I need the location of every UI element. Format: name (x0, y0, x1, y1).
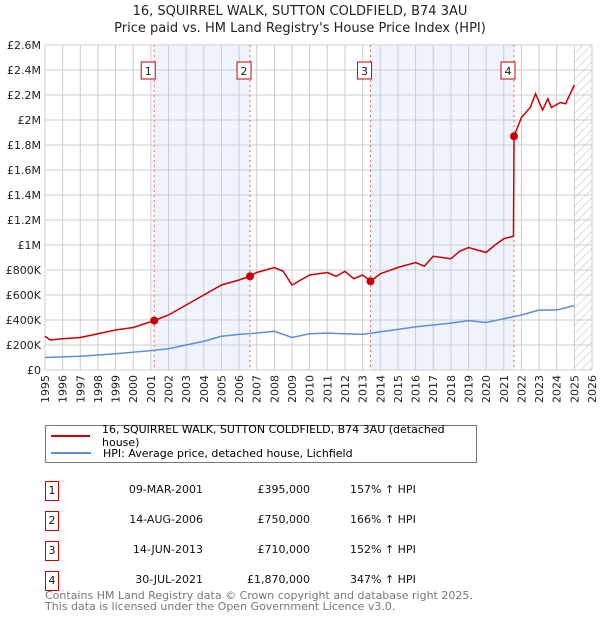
y-tick-label: £2M (18, 114, 42, 127)
y-tick-label: £1M (18, 239, 42, 252)
x-tick-label: 2010 (304, 375, 317, 403)
x-tick-label: 1998 (92, 375, 105, 403)
sale-marker-number: 4 (45, 571, 59, 591)
sale-hpi-change: 152% ↑ HPI (350, 543, 416, 556)
x-tick-label: 2002 (163, 375, 176, 403)
x-tick-label: 2009 (286, 375, 299, 403)
sale-label: 2 (241, 65, 248, 78)
sale-label-box (500, 61, 516, 80)
x-tick-label: 2019 (462, 375, 475, 403)
legend-swatch-red (51, 435, 90, 437)
series-line (44, 84, 576, 341)
x-tick-label: 1997 (74, 375, 87, 403)
footer-line: Contains HM Land Registry data © Crown c… (45, 589, 473, 602)
x-tick-label: 2016 (410, 375, 423, 403)
x-tick-label: 2015 (392, 375, 405, 403)
chart-title: 16, SQUIRREL WALK, SUTTON COLDFIELD, B74… (132, 4, 468, 19)
sale-label-box (140, 61, 156, 80)
sale-price: £1,870,000 (247, 573, 310, 586)
y-tick-label: £1.2M (7, 214, 41, 227)
sale-marker-number: 1 (45, 481, 59, 501)
legend: 16, SQUIRREL WALK, SUTTON COLDFIELD, B74… (45, 423, 477, 463)
footer: Contains HM Land Registry data © Crown c… (45, 590, 473, 612)
x-tick-label: 1999 (110, 375, 123, 403)
y-tick-label: £2.4M (7, 64, 41, 77)
sale-marker-number: 2 (45, 511, 59, 531)
x-tick-label: 2014 (374, 375, 387, 403)
sale-hpi-change: 157% ↑ HPI (350, 483, 416, 496)
sale-label: 4 (505, 65, 512, 78)
x-tick-label: 2020 (480, 375, 493, 403)
sale-label: 3 (361, 65, 368, 78)
x-tick-label: 2018 (445, 375, 458, 403)
price-chart: £0 £200K £400K £600K £800K £1M £1.2M £1.4M £1.6M… (6, 39, 599, 403)
x-tick-label: 2023 (533, 375, 546, 403)
x-tick-label: 2008 (268, 375, 281, 403)
x-tick-label: 2006 (233, 375, 246, 403)
shaded-period (370, 45, 515, 370)
sale-label: 1 (145, 65, 152, 78)
y-tick-label: £0 (27, 364, 41, 377)
x-tick-label: 2022 (515, 375, 528, 403)
sale-label-box (357, 61, 373, 80)
y-tick-label: £1.6M (7, 164, 41, 177)
x-tick-label: 2026 (586, 375, 599, 403)
sale-hpi-change: 166% ↑ HPI (350, 513, 416, 526)
x-tick-label: 2024 (551, 375, 564, 403)
sale-price: £750,000 (257, 513, 311, 526)
y-tick-label: £2.2M (7, 89, 41, 102)
sale-date: 09-MAR-2001 (128, 483, 203, 496)
sale-point (366, 277, 375, 286)
x-tick-label: 2001 (145, 375, 158, 403)
sale-hpi-change: 347% ↑ HPI (350, 573, 416, 586)
legend-label: HPI: Average price, detached house, Lich… (103, 446, 353, 460)
legend-label: 16, SQUIRREL WALK, SUTTON COLDFIELD, B74… (102, 423, 445, 449)
legend-item-hpi: HPI: Average price, detached house, Lich… (46, 445, 353, 461)
x-tick-label: 2003 (180, 375, 193, 403)
sale-date: 14-AUG-2006 (129, 513, 203, 526)
x-tick-label: 2000 (127, 375, 140, 403)
footer-line: This data is licensed under the Open Gov… (45, 600, 396, 613)
sale-marker-number: 3 (45, 541, 59, 561)
sale-date: 30-JUL-2021 (135, 573, 203, 586)
y-tick-label: £800K (6, 264, 42, 277)
shaded-period (154, 45, 251, 370)
x-tick-label: 1996 (57, 375, 70, 403)
y-tick-label: £1.4M (7, 189, 41, 202)
sale-price: £710,000 (257, 543, 311, 556)
y-tick-label: £400K (6, 314, 42, 327)
x-tick-label: 2011 (321, 375, 334, 403)
x-tick-label: 2005 (215, 375, 228, 403)
x-tick-label: 1995 (39, 375, 52, 403)
y-tick-label: £600K (6, 289, 42, 302)
x-tick-label: 2013 (357, 375, 370, 403)
chart-subtitle: Price paid vs. HM Land Registry's House … (114, 21, 486, 36)
legend-swatch-blue (51, 452, 91, 454)
sale-point (510, 132, 519, 141)
y-tick-label: £1.8M (7, 139, 41, 152)
y-tick-label: £200K (6, 339, 42, 352)
y-tick-label: £2.6M (7, 39, 41, 52)
sale-point (246, 272, 255, 281)
sale-point (150, 316, 159, 325)
plot-frame (44, 44, 593, 371)
series-line (44, 304, 575, 359)
x-tick-label: 2021 (498, 375, 511, 403)
sale-price: £395,000 (257, 483, 311, 496)
x-tick-label: 2007 (251, 375, 264, 403)
sale-label-box (236, 61, 252, 80)
x-tick-label: 2025 (568, 375, 581, 403)
x-tick-label: 2004 (198, 375, 211, 403)
sale-date: 14-JUN-2013 (132, 543, 203, 556)
x-tick-label: 2017 (427, 375, 440, 403)
legend-item-property: 16, SQUIRREL WALK, SUTTON COLDFIELD, B74… (46, 423, 476, 449)
x-tick-label: 2012 (339, 375, 352, 403)
future-hatch (574, 45, 592, 370)
